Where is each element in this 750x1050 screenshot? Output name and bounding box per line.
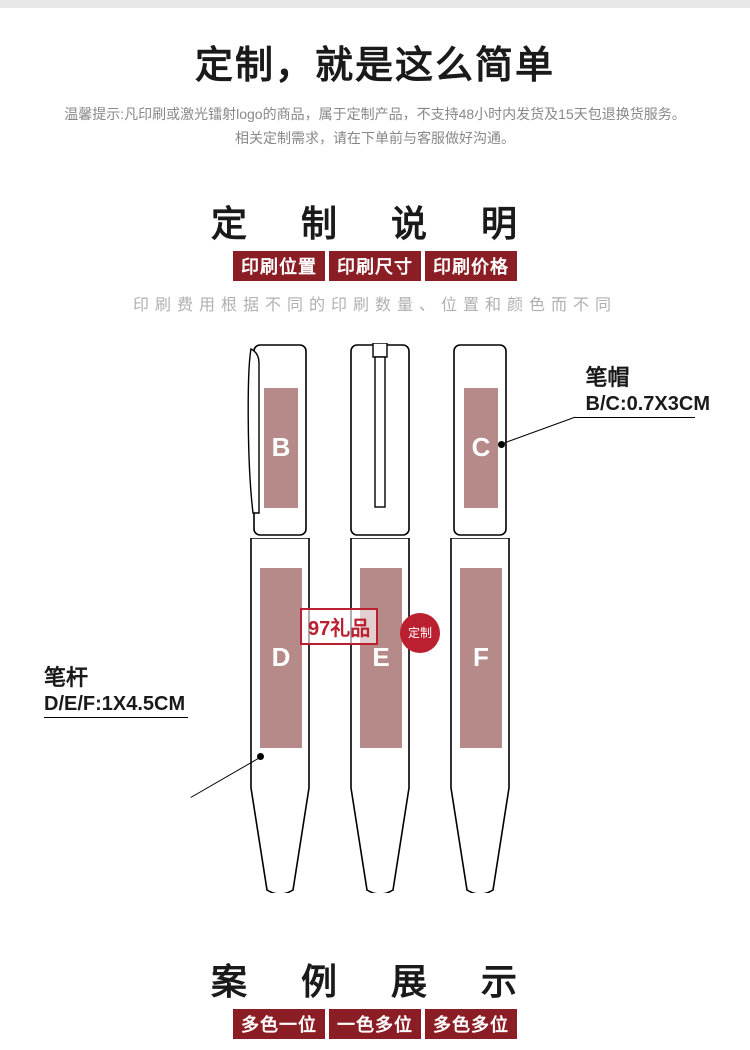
watermark-seal-icon: 定制 (400, 613, 440, 653)
cases-title: 案 例 展 示 (0, 953, 750, 1005)
spec-title: 定 制 说 明 (0, 195, 750, 247)
callout-body-label: 笔杆 (44, 663, 185, 694)
watermark-box: 97礼品 (300, 608, 378, 645)
callout-body: 笔杆 D/E/F:1X4.5CM (44, 663, 185, 717)
badge-position: 印刷位置 (233, 251, 325, 281)
zone-f: F (460, 568, 502, 748)
hero-title: 定制，就是这么简单 (20, 34, 730, 89)
cases-badges: 多色一位 一色多位 多色多位 (0, 1009, 750, 1039)
spec-header: 定 制 说 明 印刷位置 印刷尺寸 印刷价格 印刷费用根据不同的印刷数量、位置和… (0, 195, 750, 315)
badge-price: 印刷价格 (425, 251, 517, 281)
cases-badge-1: 多色一位 (233, 1009, 325, 1039)
top-divider (0, 0, 750, 8)
pen-3: C F (445, 343, 515, 903)
callout-cap-value: B/C:0.7X3CM (586, 393, 710, 416)
zone-b: B (264, 388, 298, 508)
cases-badge-3: 多色多位 (425, 1009, 517, 1039)
pen-diagram: B D E C F 笔帽 (0, 333, 750, 943)
hero-note-line1: 温馨提示:凡印刷或激光镭射logo的商品，属于定制产品，不支持48小时内发货及1… (20, 103, 730, 127)
zone-e: E (360, 568, 402, 748)
cases-header: 案 例 展 示 多色一位 一色多位 多色多位 (0, 953, 750, 1039)
hero-note-line2: 相关定制需求，请在下单前与客服做好沟通。 (20, 127, 730, 151)
hero: 定制，就是这么简单 温馨提示:凡印刷或激光镭射logo的商品，属于定制产品，不支… (0, 8, 750, 165)
callout-body-value: D/E/F:1X4.5CM (44, 693, 185, 716)
spec-subnote: 印刷费用根据不同的印刷数量、位置和颜色而不同 (0, 291, 750, 315)
zone-d: D (260, 568, 302, 748)
cases-badge-2: 一色多位 (329, 1009, 421, 1039)
spec-badges: 印刷位置 印刷尺寸 印刷价格 (0, 251, 750, 281)
pen2-cap-icon (345, 343, 415, 538)
cap-line2 (575, 417, 695, 418)
callout-cap-label: 笔帽 (586, 363, 710, 394)
badge-size: 印刷尺寸 (329, 251, 421, 281)
hero-note: 温馨提示:凡印刷或激光镭射logo的商品，属于定制产品，不支持48小时内发货及1… (20, 103, 730, 151)
pens-row: B D E C F (245, 343, 515, 903)
zone-c: C (464, 388, 498, 508)
callout-cap: 笔帽 B/C:0.7X3CM (586, 363, 710, 417)
body-line2 (44, 717, 188, 718)
